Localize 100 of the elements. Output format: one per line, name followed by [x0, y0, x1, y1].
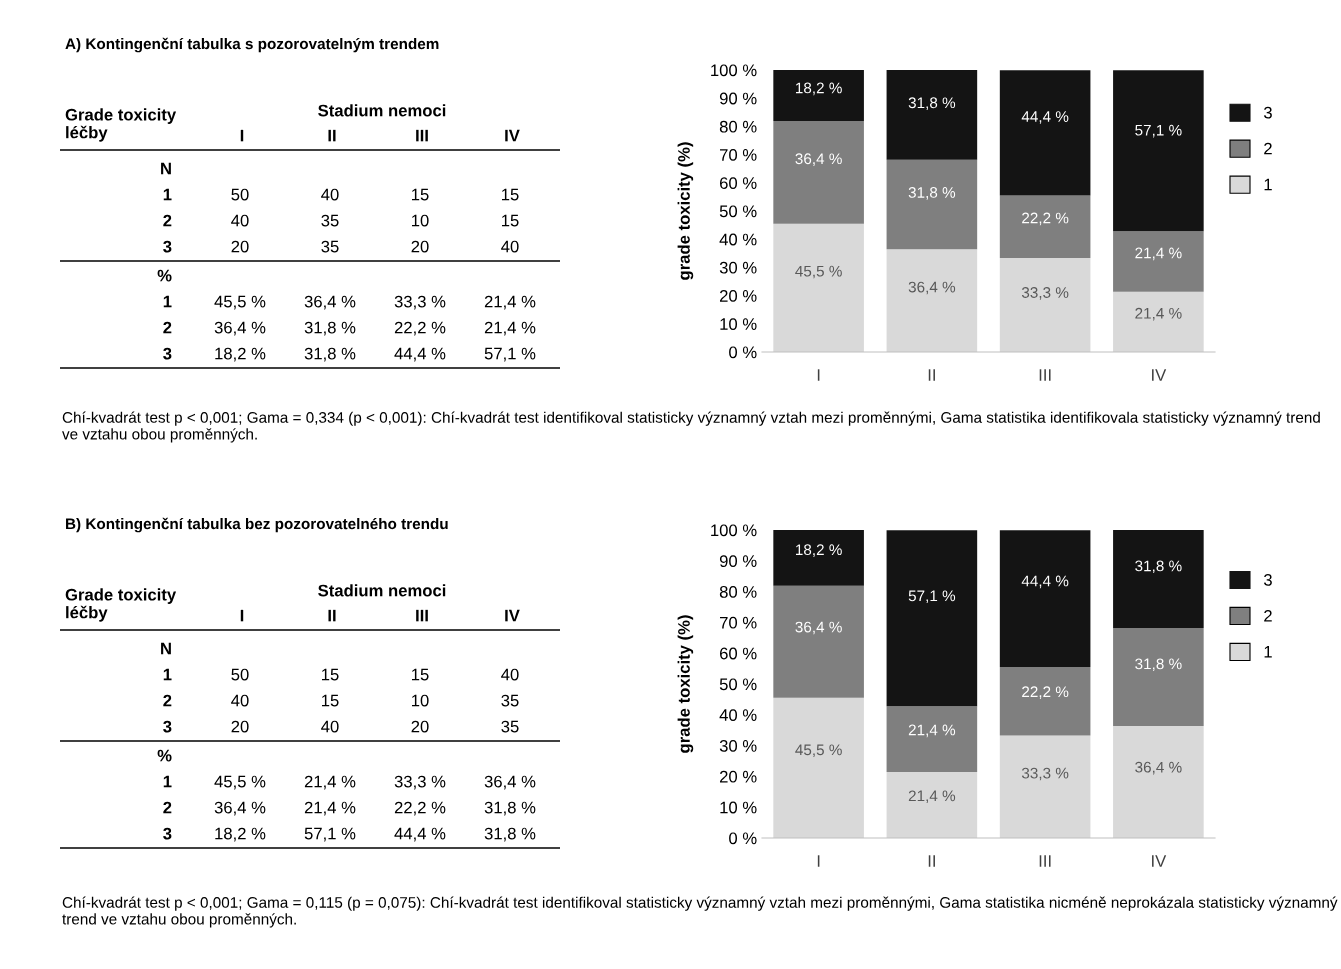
x-tick-label: I — [817, 855, 820, 867]
text: 33,3 % — [394, 295, 446, 310]
y-axis-title: grade toxicity (%) — [677, 142, 694, 280]
data-label: 44,4 % — [1021, 111, 1069, 124]
bar — [1113, 725, 1204, 838]
text: 44,4 % — [394, 347, 446, 362]
data-label: 21,4 % — [1135, 247, 1182, 261]
text: 35 — [321, 240, 339, 253]
text: 20 — [231, 240, 249, 253]
text: 44,4 % — [394, 827, 446, 842]
y-tick-label: 10 % — [720, 801, 757, 814]
bar — [886, 706, 978, 773]
text: 10 — [412, 694, 429, 707]
text: Grade toxicity léčby — [65, 588, 177, 622]
x-tick-label: I — [817, 369, 820, 381]
category-label: N — [161, 162, 171, 175]
category-label: 2 — [163, 801, 172, 814]
text: 50 — [231, 188, 249, 201]
text: 45,5 % — [214, 775, 266, 790]
text: 21,4 % — [304, 801, 356, 816]
category-label: II — [328, 129, 336, 142]
data-label: 18,2 % — [796, 82, 842, 96]
y-tick-label: 80 % — [719, 120, 757, 133]
text: Grade toxicity léčby — [65, 108, 177, 142]
x-tick-label: IV — [1152, 369, 1167, 381]
text: 36,4 % — [484, 775, 536, 790]
bar — [773, 697, 864, 838]
text: 21,4 % — [484, 321, 536, 336]
y-tick-label: 30 % — [719, 261, 757, 274]
category-label: N — [161, 642, 171, 655]
bar — [773, 121, 864, 224]
data-label: 18,2 % — [796, 544, 842, 557]
text: A) Kontingenční tabulka s pozorovatelným trendem — [65, 37, 439, 53]
text: 20 — [411, 240, 429, 253]
text: 35 — [501, 720, 519, 733]
text: 35 — [321, 214, 339, 227]
text: 40 — [231, 694, 249, 707]
y-axis-title: grade toxicity (%) — [677, 615, 694, 753]
data-label: 36,4 % — [795, 153, 842, 166]
text: 40 — [231, 214, 249, 227]
bar — [886, 772, 978, 838]
text: 33,3 % — [394, 775, 446, 790]
category-label: 3 — [163, 827, 172, 840]
y-tick-label: 40 % — [719, 233, 757, 246]
data-label: 57,1 % — [908, 590, 956, 604]
text: 15 — [322, 694, 339, 707]
text: 45,5 % — [214, 295, 266, 310]
x-tick-label: II — [928, 855, 935, 867]
text: 36,4 % — [214, 321, 266, 336]
text: 15 — [412, 188, 429, 201]
data-label: 21,4 % — [908, 724, 956, 738]
data-label: 57,1 % — [1135, 124, 1182, 138]
category-label: 2 — [163, 321, 172, 334]
bar — [999, 667, 1091, 736]
text: 40 — [501, 668, 519, 681]
text: 57,1 % — [484, 347, 536, 362]
y-tick-label: 70 % — [720, 149, 757, 161]
y-tick-label: 100 % — [711, 64, 757, 77]
bar — [886, 249, 978, 352]
bar — [773, 223, 864, 352]
category-label: IV — [505, 129, 520, 142]
text: 36,4 % — [304, 295, 356, 310]
y-tick-label: 50 % — [719, 205, 757, 218]
category-label: 1 — [163, 295, 172, 308]
data-label: 31,8 % — [1135, 560, 1182, 574]
bar — [999, 195, 1091, 259]
text: 15 — [322, 668, 339, 681]
bar — [999, 530, 1091, 668]
text: 22,2 % — [394, 801, 446, 816]
text: B) Kontingenční tabulka bez pozorovatelného trendu — [66, 517, 448, 533]
category-label: % — [157, 269, 172, 282]
y-tick-label: 100 % — [711, 524, 757, 537]
bar — [1113, 627, 1204, 726]
x-tick-label: III — [1039, 855, 1051, 867]
category-label: IV — [505, 609, 520, 622]
category-label: 2 — [163, 694, 172, 707]
text: 15 — [412, 668, 429, 681]
data-label: 21,4 % — [908, 790, 956, 804]
bar — [1113, 291, 1204, 352]
text: Stadium nemoci — [318, 104, 446, 117]
bar — [886, 159, 978, 250]
category-label: III — [416, 129, 428, 142]
text: 15 — [502, 188, 519, 201]
text: 40 — [321, 720, 339, 733]
text: 31,8 % — [484, 827, 536, 842]
text: 31,8 % — [304, 347, 356, 362]
category-label: 1 — [163, 188, 172, 201]
text: 18,2 % — [215, 347, 266, 362]
bar — [999, 70, 1091, 196]
text: 18,2 % — [215, 827, 266, 842]
text: 20 — [231, 720, 249, 733]
text: 31,8 % — [304, 321, 356, 336]
data-label: 36,4 % — [1135, 761, 1182, 775]
data-label: 44,4 % — [1021, 575, 1069, 589]
category-label: I — [240, 609, 244, 622]
bar — [999, 735, 1091, 838]
data-label: 36,4 % — [908, 281, 956, 295]
y-tick-label: 60 % — [720, 647, 757, 660]
legend-label: 1 — [1264, 178, 1272, 191]
category-label: 1 — [163, 668, 172, 681]
